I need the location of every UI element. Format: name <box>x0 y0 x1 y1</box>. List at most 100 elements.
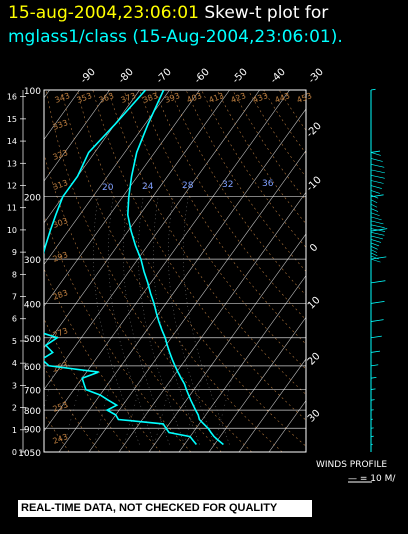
pressure-tick-label: 700 <box>24 387 41 397</box>
wind-barb <box>370 194 379 199</box>
mixing-ratio-line <box>124 365 146 445</box>
mixing-ratio-line <box>154 365 176 445</box>
isotherm-line <box>44 90 290 432</box>
isotherm-line <box>58 108 306 452</box>
dry-adiabat-label: 343 <box>54 91 71 105</box>
height-tick-label: 11 <box>7 204 17 213</box>
title-date: 15-aug-2004,23:06:01 <box>8 3 199 23</box>
chart-title: 15-aug-2004,23:06:01 Skew-t plot for mgl… <box>8 1 343 49</box>
winds-scale-label: — = 10 M/ <box>348 474 396 484</box>
dry-adiabat-line <box>44 152 222 452</box>
height-tick-label: 8 <box>12 270 17 279</box>
isotherm-line <box>238 358 306 452</box>
pressure-tick-label: 600 <box>24 363 41 373</box>
wind-barb <box>370 376 377 379</box>
dry-adiabat-label: 333 <box>52 118 69 132</box>
isotherm-line <box>148 233 306 452</box>
pressure-tick-label: 800 <box>24 407 41 417</box>
height-tick-label: 6 <box>12 315 17 324</box>
pressure-tick-label: 400 <box>24 300 41 310</box>
height-tick-label: 2 <box>12 404 17 413</box>
moist-adiabat-line <box>168 196 215 445</box>
dry-adiabat-line <box>185 90 306 272</box>
mixing-ratio-label: 20 <box>102 183 114 193</box>
dry-adiabat-line <box>45 90 252 452</box>
wind-barb <box>370 190 380 194</box>
height-tick-label: 13 <box>7 159 17 168</box>
wind-barb <box>370 208 379 212</box>
temp-tick-top-label: -80 <box>117 67 136 86</box>
isotherm-line <box>44 90 230 349</box>
dry-adiabat-line <box>216 90 306 225</box>
dry-adiabat-label: 443 <box>274 91 291 105</box>
dry-adiabat-line <box>139 90 306 345</box>
dry-adiabat-label: 293 <box>52 250 69 264</box>
wind-barb <box>370 335 382 339</box>
isotherm-line <box>44 90 200 307</box>
height-tick-label: 3 <box>12 381 17 390</box>
height-tick-label: 14 <box>7 137 17 146</box>
wind-barb <box>370 252 378 257</box>
pressure-tick-label: 900 <box>24 425 41 435</box>
pressure-tick-label: 500 <box>24 335 41 345</box>
pressure-tick-label: 200 <box>24 194 41 204</box>
dry-adiabat-label: 363 <box>98 91 115 105</box>
wind-barb <box>370 364 379 367</box>
wind-barb <box>370 256 387 260</box>
wind-barb <box>370 216 382 221</box>
dry-adiabat-label: 403 <box>186 91 203 105</box>
wind-barb <box>370 185 382 189</box>
dry-adiabat-line <box>263 90 306 154</box>
wind-barb <box>370 239 382 243</box>
isotherm-line <box>178 275 306 452</box>
wind-barb <box>370 220 384 225</box>
wind-barb <box>370 152 381 156</box>
temp-tick-top-label: -30 <box>307 67 326 86</box>
height-tick-label: 4 <box>12 359 17 368</box>
dry-adiabat-label: 453 <box>296 91 313 105</box>
pressure-tick-label: 300 <box>24 256 41 266</box>
dry-adiabat-line <box>108 90 306 395</box>
wind-barb <box>370 231 385 236</box>
dry-adiabat-label: 393 <box>164 91 181 105</box>
pressure-tick-label: 100 <box>24 87 41 97</box>
dry-adiabat-line <box>44 268 161 452</box>
temp-tick-right-label: -10 <box>305 175 324 194</box>
temperature-profile-line <box>126 90 224 446</box>
plot-frame <box>43 89 307 453</box>
wind-barb <box>370 224 385 229</box>
sounding-series <box>44 90 224 446</box>
height-tick-label: 7 <box>12 293 17 302</box>
wind-barb <box>370 242 380 247</box>
dry-adiabat-label: 423 <box>230 91 247 105</box>
temp-tick-top-label: -40 <box>269 67 288 86</box>
wind-barb <box>370 246 378 250</box>
temp-tick-right-label: 0 <box>308 242 320 254</box>
height-tick-label: 1 <box>12 426 17 435</box>
moist-adiabat-line <box>183 196 230 445</box>
mixing-ratio-line <box>64 365 86 445</box>
winds-profile-label: WINDS PROFILE <box>316 460 388 470</box>
wind-barb <box>370 399 375 401</box>
isotherm-line <box>44 90 110 182</box>
wind-barb <box>370 180 384 184</box>
isotherm-line <box>44 90 260 391</box>
isotherm-line <box>88 150 306 452</box>
wind-barb <box>370 258 381 263</box>
mixing-ratio-label: 32 <box>222 180 233 190</box>
temp-tick-right-label: 10 <box>306 295 323 312</box>
wind-barb <box>370 203 378 208</box>
temp-tick-top-label: -70 <box>155 67 174 86</box>
dry-adiabat-line <box>77 90 306 447</box>
dry-adiabat-label: 413 <box>208 91 225 105</box>
moist-adiabat-line <box>138 196 185 445</box>
wind-barb <box>370 255 379 260</box>
isotherm-line <box>44 90 170 266</box>
wind-barb <box>370 350 381 353</box>
wind-barb <box>370 199 378 204</box>
wind-barb <box>370 301 385 304</box>
dry-adiabat-line <box>44 413 70 452</box>
dewpoint-profile-line <box>44 90 198 446</box>
dry-adiabat-label: 383 <box>142 91 159 105</box>
